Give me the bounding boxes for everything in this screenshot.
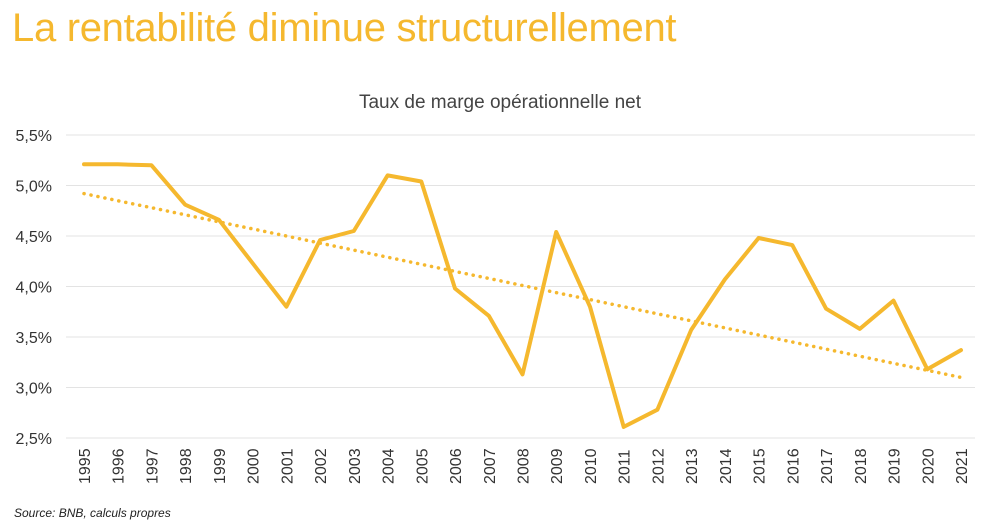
x-tick-label: 2015 <box>752 448 769 484</box>
trend-line <box>82 191 963 380</box>
x-tick-label: 2019 <box>887 448 904 484</box>
y-tick-label: 2,5% <box>16 431 52 448</box>
x-tick-label: 2009 <box>549 448 566 484</box>
y-tick-label: 3,0% <box>16 381 52 398</box>
y-tick-label: 3,5% <box>16 330 52 347</box>
x-tick-label: 2008 <box>516 448 533 484</box>
x-tick-label: 2018 <box>853 448 870 484</box>
y-tick-label: 5,5% <box>16 128 52 145</box>
x-tick-label: 1997 <box>144 448 161 484</box>
x-tick-label: 2014 <box>718 448 735 484</box>
series-line-margin <box>82 162 963 429</box>
series-layer <box>82 162 963 429</box>
x-tick-label: 2012 <box>650 448 667 484</box>
x-tick-label: 2000 <box>246 448 263 484</box>
x-tick-label: 2001 <box>279 448 296 484</box>
y-tick-label: 5,0% <box>16 179 52 196</box>
y-axis-ticks: 2,5% 3,0% 3,5% 4,0% 4,5% 5,0% 5,5% <box>16 128 52 448</box>
x-tick-label: 1996 <box>111 448 128 484</box>
x-tick-label: 2020 <box>920 448 937 484</box>
x-axis-ticks: 1995 1996 1997 1998 1999 2000 2001 2002 2003 2004… <box>77 448 971 484</box>
x-tick-label: 1998 <box>178 448 195 484</box>
x-tick-label: 2010 <box>583 448 600 484</box>
y-tick-label: 4,5% <box>16 229 52 246</box>
x-tick-label: 2002 <box>313 448 330 484</box>
x-tick-label: 2017 <box>819 448 836 484</box>
x-tick-label: 2006 <box>448 448 465 484</box>
x-tick-label: 2013 <box>684 448 701 484</box>
gridlines <box>66 134 975 439</box>
x-tick-label: 2016 <box>785 448 802 484</box>
x-tick-label: 2004 <box>381 448 398 484</box>
x-tick-label: 2007 <box>482 448 499 484</box>
x-tick-label: 2011 <box>617 449 634 484</box>
x-tick-label: 2003 <box>347 448 364 484</box>
chart-title: Taux de marge opérationnelle net <box>358 92 642 113</box>
x-tick-label: 2005 <box>414 448 431 484</box>
source-note: Source: BNB, calculs propres <box>14 506 171 520</box>
y-tick-label: 4,0% <box>16 280 52 297</box>
x-tick-label: 2021 <box>954 448 971 484</box>
x-tick-label: 1995 <box>77 448 94 484</box>
page-headline: La rentabilité diminue structurellement <box>12 6 677 50</box>
x-tick-label: 1999 <box>212 448 229 484</box>
